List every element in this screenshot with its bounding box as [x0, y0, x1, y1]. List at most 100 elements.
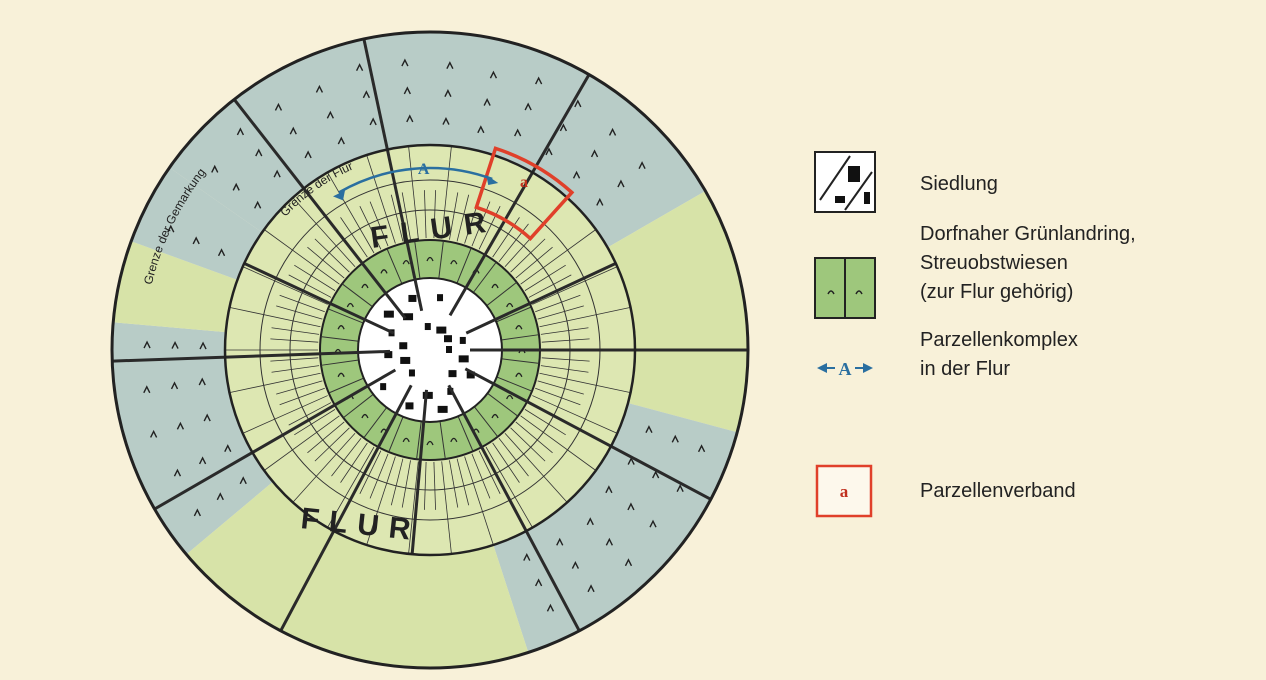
parcel-line	[528, 274, 572, 298]
legend: A a Siedlung Dorfnaher Grünlandring, Streu…	[814, 151, 1136, 518]
tree	[255, 148, 263, 157]
parcel-line	[292, 197, 356, 268]
road	[233, 98, 407, 320]
parcel-line	[532, 266, 618, 305]
tree	[506, 302, 514, 308]
tree	[369, 117, 377, 126]
house	[444, 335, 453, 343]
parcel-line	[390, 194, 404, 242]
parcel-line	[327, 308, 364, 324]
field-boundary	[223, 143, 637, 557]
tree	[590, 149, 599, 158]
tree	[697, 444, 706, 453]
parcel-line	[340, 217, 368, 258]
tree	[224, 444, 232, 452]
tree	[315, 84, 324, 93]
tree	[361, 413, 369, 419]
parcel-line	[276, 305, 323, 320]
tree	[402, 260, 410, 265]
parcel-line	[343, 393, 374, 419]
tree	[534, 578, 543, 587]
tree	[173, 468, 182, 477]
tree	[337, 136, 345, 145]
parcel-line	[532, 395, 618, 434]
tree	[203, 413, 211, 422]
tree	[217, 248, 226, 257]
tree	[289, 126, 297, 135]
parcel-line	[438, 240, 444, 279]
parcel-line	[535, 387, 581, 406]
house	[399, 342, 408, 350]
tree	[676, 484, 684, 492]
legend-icon-complex: A	[817, 359, 873, 379]
tree	[211, 164, 219, 173]
parcel-line	[279, 294, 325, 313]
house	[380, 383, 387, 391]
tree	[193, 508, 201, 517]
legend-label: (zur Flur gehörig)	[920, 281, 1073, 303]
legend-symbol: a	[840, 482, 849, 501]
house	[400, 356, 411, 364]
tree	[556, 537, 564, 546]
parcel-line	[441, 461, 452, 554]
legend-label: Parzellenverband	[920, 480, 1076, 502]
tree	[624, 558, 633, 567]
parcel-line	[242, 266, 328, 305]
complex-arrow	[338, 166, 493, 194]
tree	[586, 517, 594, 526]
tree	[380, 269, 388, 274]
house	[437, 405, 448, 413]
parcel-line	[388, 416, 404, 453]
road	[465, 262, 617, 335]
parcel-line	[369, 201, 389, 247]
tree	[403, 86, 411, 95]
parcel-line	[439, 421, 446, 459]
tree	[491, 283, 499, 289]
house	[408, 369, 415, 377]
parcel-line	[366, 154, 396, 244]
tree	[515, 325, 523, 330]
tree	[232, 182, 240, 191]
legend-label: Parzellenkomplex	[920, 329, 1078, 351]
parcel-line	[307, 246, 345, 279]
parcel-line	[390, 458, 404, 506]
parcel-line	[279, 387, 325, 406]
parcel-line	[294, 264, 336, 291]
parcel-line	[271, 327, 320, 335]
tree	[442, 116, 450, 125]
tree	[450, 437, 458, 443]
tree	[446, 61, 454, 70]
district-boundary	[110, 30, 750, 670]
tree	[645, 425, 653, 434]
tree	[199, 341, 207, 350]
house	[448, 370, 457, 378]
parcel-line	[307, 421, 345, 454]
parcel-line	[471, 453, 491, 499]
tree	[559, 123, 568, 132]
legend-label: in der Flur	[920, 358, 1010, 380]
parcel-line	[292, 432, 356, 503]
tree	[337, 372, 345, 378]
tree	[515, 372, 523, 378]
parcel-line	[539, 306, 631, 328]
parcel-line	[456, 194, 470, 242]
tree	[171, 340, 179, 349]
tree	[652, 470, 660, 479]
legend-icon-settlement	[814, 151, 876, 213]
parcel-line	[229, 306, 321, 328]
parcel-line	[331, 438, 362, 477]
parcel-line	[496, 306, 532, 323]
tree	[489, 70, 498, 79]
parcel-line	[449, 460, 459, 508]
parcel-group	[474, 146, 575, 241]
parcel-line	[540, 365, 589, 373]
parcel-line	[327, 172, 375, 254]
parcel-line	[327, 446, 375, 528]
parcel-line	[441, 146, 452, 239]
parcel-line	[473, 406, 499, 437]
tree	[587, 584, 595, 593]
parcel-line	[424, 190, 427, 239]
parcel-line	[492, 217, 520, 258]
parcel-line	[263, 229, 340, 285]
outer-sector	[493, 403, 738, 653]
